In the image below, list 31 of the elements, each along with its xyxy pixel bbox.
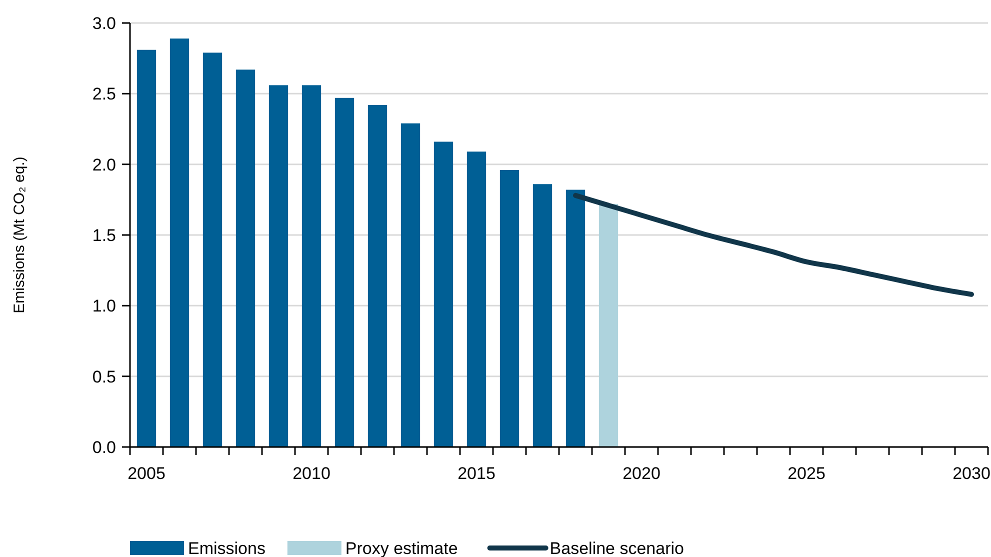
y-tick-label: 3.0 [92,14,116,33]
x-tick-label: 2030 [952,464,990,483]
bar [334,98,354,447]
y-tick-label: 0.0 [92,438,116,457]
y-tick-label: 1.0 [92,296,116,316]
bar [268,85,288,447]
bar [566,190,586,447]
bar [236,70,256,447]
y-tick-label: 2.5 [92,84,116,104]
bar [302,85,322,447]
y-tick-label: 1.5 [92,226,116,245]
bar [136,50,156,447]
bar [400,123,420,447]
x-tick-label: 2015 [458,464,496,483]
bar [202,52,222,447]
y-tick-label: 2.0 [92,155,116,174]
y-tick-label: 0.5 [92,367,116,386]
y-axis-title: Emissions (Mt CO₂ eq.) [11,156,28,314]
bar [170,38,190,447]
bar [434,142,454,447]
legend-label: Emissions [188,539,266,557]
bar [500,170,520,447]
legend-label: Baseline scenario [550,539,684,557]
x-tick-label: 2020 [622,464,660,483]
bar [598,204,618,447]
bar [532,184,552,447]
bar [368,104,388,447]
bar [466,152,486,447]
x-tick-label: 2010 [292,464,330,483]
x-tick-label: 2025 [788,464,826,483]
x-tick-label: 2005 [128,464,166,483]
